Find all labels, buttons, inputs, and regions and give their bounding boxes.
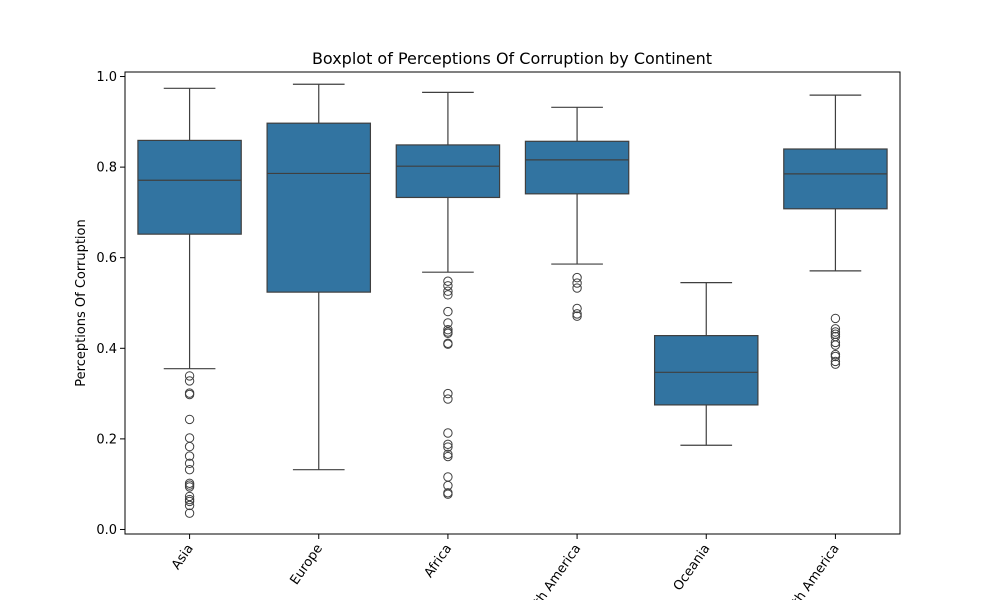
iqr-box: [266, 122, 372, 293]
outlier-point: [184, 480, 195, 490]
outlier-point: [184, 371, 195, 381]
iqr-box: [395, 144, 501, 199]
y-tick-label: 0.4: [96, 342, 117, 357]
plot-frame: [124, 71, 901, 535]
outlier-point: [443, 439, 453, 450]
outlier-point: [572, 272, 582, 283]
box-group-south-america: [783, 94, 888, 369]
x-tick-label: Europe: [288, 542, 327, 588]
x-tick-label: Asia: [169, 542, 197, 573]
iqr-box: [524, 140, 630, 195]
outlier-point: [830, 324, 841, 334]
outlier-point: [830, 327, 841, 337]
outlier-point: [830, 337, 841, 348]
outlier-point: [443, 328, 453, 339]
outlier-point: [443, 451, 453, 462]
outlier-point: [184, 500, 195, 511]
plot-layer: [137, 83, 888, 518]
outlier-point: [830, 351, 841, 362]
outlier-point: [184, 464, 195, 475]
outlier-point: [830, 340, 841, 350]
y-tick-label: 0.2: [96, 432, 117, 447]
outlier-point: [572, 311, 582, 321]
outlier-point: [443, 339, 453, 349]
outlier-point: [184, 441, 195, 452]
outlier-point: [830, 356, 841, 367]
outlier-point: [184, 414, 195, 425]
outlier-point: [184, 433, 195, 443]
outlier-point: [184, 376, 195, 386]
y-tick-label: 1.0: [96, 70, 117, 85]
outlier-point: [443, 306, 453, 317]
iqr-box: [653, 335, 759, 406]
outlier-point: [443, 472, 453, 482]
outlier-point: [184, 389, 195, 400]
outlier-point: [184, 482, 195, 492]
outlier-point: [830, 359, 841, 369]
outlier-point: [572, 303, 582, 314]
outlier-point: [443, 489, 453, 499]
y-axis: 0.0 0.2 0.4 0.6 0.8 1.0: [96, 70, 125, 538]
x-tick-label: Africa: [422, 542, 456, 581]
box-group-north-america: [524, 106, 630, 321]
outlier-point: [443, 442, 453, 452]
outlier-point: [184, 491, 195, 502]
outlier-point: [572, 278, 582, 288]
outlier-point: [443, 290, 453, 300]
outlier-point: [443, 286, 453, 296]
chart-title: Boxplot of Perceptions Of Corruption by …: [312, 49, 712, 68]
y-axis-label: Perceptions Of Corruption: [74, 219, 89, 386]
outlier-point: [443, 394, 453, 404]
box-group-oceania: [653, 282, 759, 446]
y-tick-label: 0.8: [96, 161, 117, 176]
outlier-point: [184, 508, 195, 518]
box-group-africa: [395, 91, 501, 499]
iqr-box: [137, 139, 242, 235]
x-tick-label: South America: [776, 542, 843, 600]
outlier-point: [443, 388, 453, 399]
outlier-point: [572, 283, 582, 293]
y-tick-label: 0.0: [96, 523, 117, 538]
outlier-point: [443, 428, 453, 438]
y-tick-label: 0.6: [96, 251, 117, 266]
outlier-point: [443, 276, 453, 286]
outlier-point: [184, 496, 195, 507]
outlier-point: [443, 281, 453, 291]
x-tick-label: North America: [518, 542, 584, 600]
x-tick-label: Oceania: [671, 542, 714, 594]
box-group-asia: [137, 87, 242, 518]
x-axis: Asia Europe Africa North America Oceania Sout…: [169, 534, 843, 600]
outlier-point: [830, 313, 841, 324]
outlier-point: [443, 318, 453, 328]
outlier-point: [572, 309, 582, 319]
box-group-europe: [266, 83, 372, 471]
outlier-point: [443, 325, 453, 335]
iqr-box: [783, 148, 888, 210]
outlier-point: [184, 458, 195, 469]
outlier-point: [184, 451, 195, 461]
outlier-point: [443, 449, 453, 459]
